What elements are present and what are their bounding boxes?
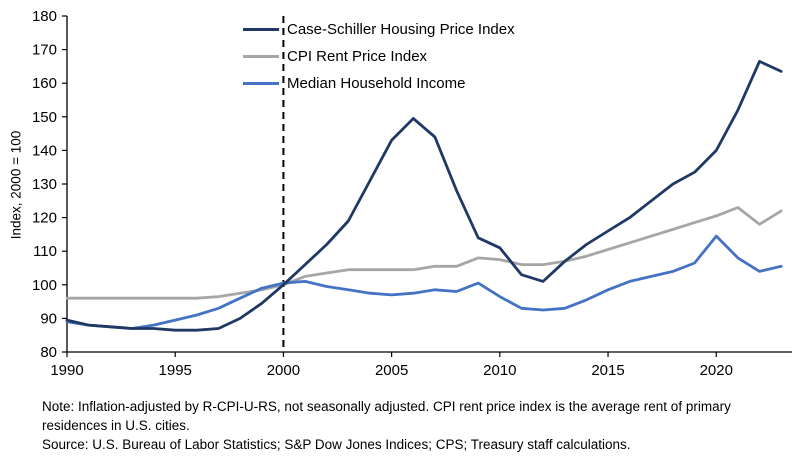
source-text: Source: U.S. Bureau of Labor Statistics;… bbox=[42, 436, 631, 452]
legend-label-cpi-rent: CPI Rent Price Index bbox=[287, 48, 428, 65]
y-tick-label: 180 bbox=[32, 8, 57, 25]
legend-label-median-income: Median Household Income bbox=[287, 75, 466, 92]
y-tick-label: 130 bbox=[32, 176, 57, 193]
x-tick-label: 2015 bbox=[591, 362, 624, 379]
y-tick-label: 170 bbox=[32, 42, 57, 59]
y-tick-label: 160 bbox=[32, 75, 57, 92]
x-tick-label: 1990 bbox=[50, 362, 83, 379]
legend-label-case-schiller: Case-Schiller Housing Price Index bbox=[287, 21, 515, 38]
y-tick-label: 90 bbox=[40, 310, 57, 327]
y-tick-label: 120 bbox=[32, 210, 57, 227]
chart-footnotes: Note: Inflation-adjusted by R-CPI-U-RS, … bbox=[42, 398, 762, 455]
legend-swatch-case-schiller bbox=[243, 27, 279, 32]
legend-swatch-median-income bbox=[243, 81, 279, 86]
legend-item-case-schiller: Case-Schiller Housing Price Index bbox=[243, 16, 515, 43]
y-tick-label: 140 bbox=[32, 142, 57, 159]
legend-item-cpi-rent: CPI Rent Price Index bbox=[243, 43, 515, 70]
series-line-1 bbox=[65, 206, 783, 300]
y-tick-label: 80 bbox=[40, 344, 57, 361]
series-line-0 bbox=[65, 60, 783, 332]
x-tick-label: 1995 bbox=[159, 362, 192, 379]
x-tick-label: 2000 bbox=[267, 362, 300, 379]
note-text: Note: Inflation-adjusted by R-CPI-U-RS, … bbox=[42, 399, 731, 433]
legend-item-median-income: Median Household Income bbox=[243, 70, 515, 97]
series-line-2 bbox=[65, 234, 783, 330]
y-tick-label: 110 bbox=[33, 243, 57, 260]
y-tick-label: 150 bbox=[32, 109, 57, 126]
chart-legend: Case-Schiller Housing Price Index CPI Re… bbox=[243, 16, 515, 97]
y-tick-label: 100 bbox=[32, 277, 57, 294]
x-tick-label: 2020 bbox=[700, 362, 733, 379]
legend-swatch-cpi-rent bbox=[243, 54, 279, 59]
line-chart-canvas: 80 90 100 110 120 130 140 150 160 170 180 1990 1995 2… bbox=[32, 8, 792, 379]
y-axis-title: Index, 2000 = 100 bbox=[8, 130, 24, 240]
x-tick-label: 2005 bbox=[375, 362, 408, 379]
x-tick-label: 2010 bbox=[483, 362, 516, 379]
